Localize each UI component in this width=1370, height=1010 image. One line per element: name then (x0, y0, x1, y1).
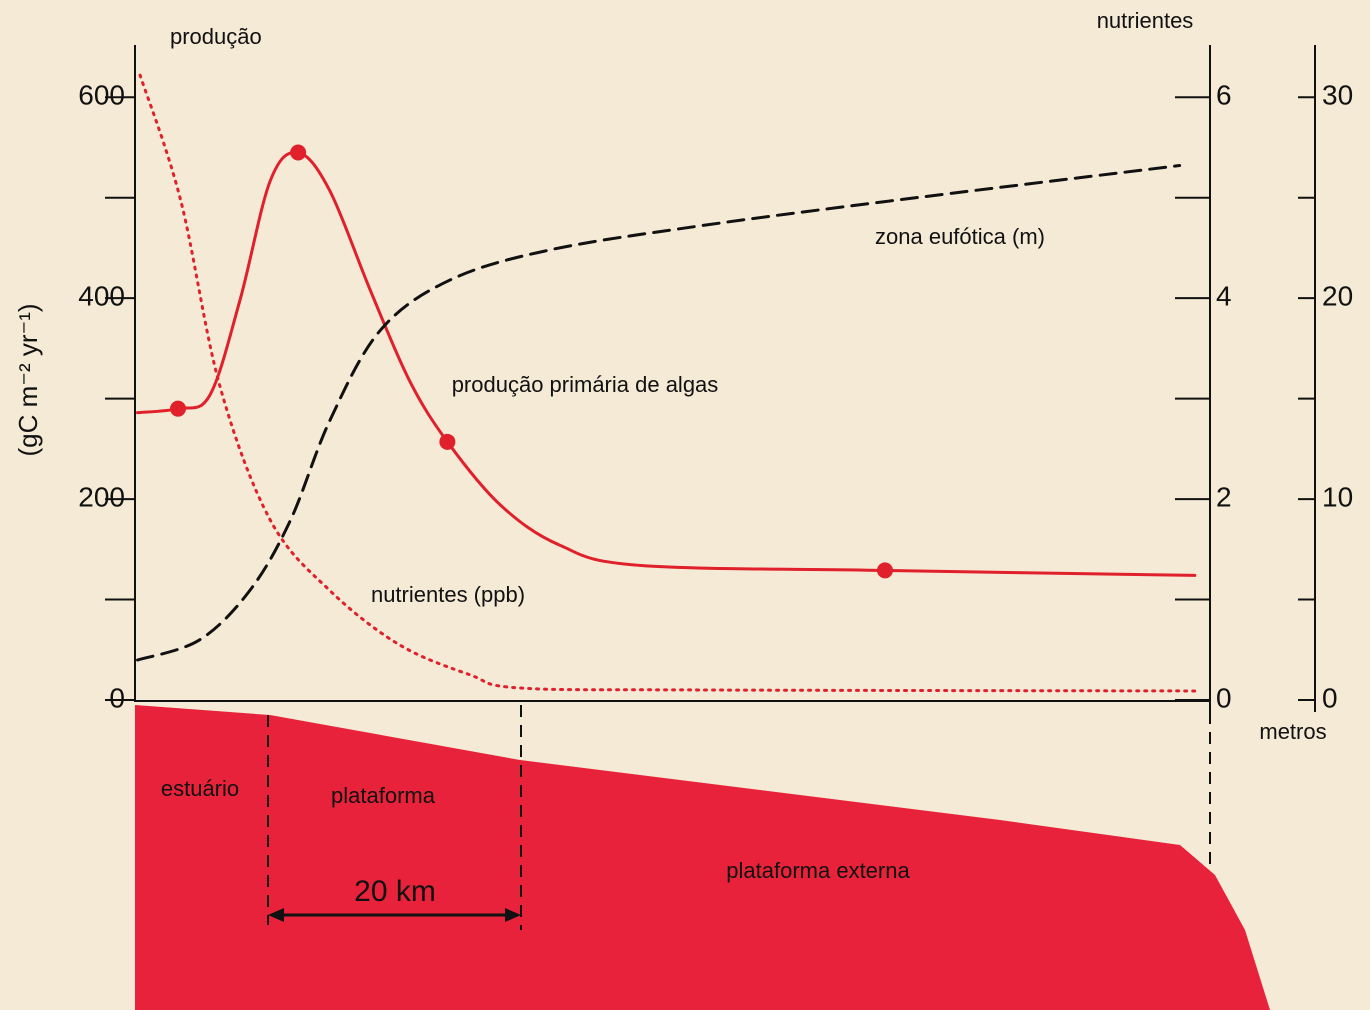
data-point (290, 144, 307, 161)
annotation: produção primária de algas (452, 372, 719, 397)
tick-label: 2 (1216, 481, 1232, 512)
region-label: estuário (161, 776, 239, 801)
data-point (439, 433, 456, 450)
annotation: nutrientes (ppb) (371, 582, 525, 607)
y-label: (gC m⁻² yr⁻¹) (13, 303, 43, 456)
series-line (138, 73, 1197, 693)
region-dividers (267, 705, 1211, 930)
region-label: plataforma externa (726, 858, 910, 883)
scale-arrow (268, 908, 521, 922)
tick-label: 20 (1322, 281, 1353, 312)
tick-label: 10 (1322, 481, 1353, 512)
tick-label: 0 (109, 682, 125, 713)
tick-label: 600 (78, 80, 125, 111)
tick-label: 6 (1216, 80, 1232, 111)
tick-label: 0 (1322, 682, 1338, 713)
y2-title: nutrientes (1097, 8, 1194, 33)
scale-label: 20 km (354, 875, 436, 908)
tick-label: 400 (78, 281, 125, 312)
data-point (876, 562, 893, 579)
y-title: produção (170, 24, 262, 49)
tick-label: 30 (1322, 80, 1353, 111)
series-line (136, 164, 1182, 662)
annotation: zona eufótica (m) (875, 224, 1045, 249)
seabed (135, 705, 1270, 1010)
data-point (170, 400, 186, 417)
tick-label: 0 (1216, 682, 1232, 713)
tick-label: 200 (78, 481, 125, 512)
tick-label: 4 (1216, 281, 1232, 312)
series-line (136, 150, 1197, 577)
y3-title: metros (1259, 719, 1326, 744)
region-label: plataforma (331, 783, 436, 808)
